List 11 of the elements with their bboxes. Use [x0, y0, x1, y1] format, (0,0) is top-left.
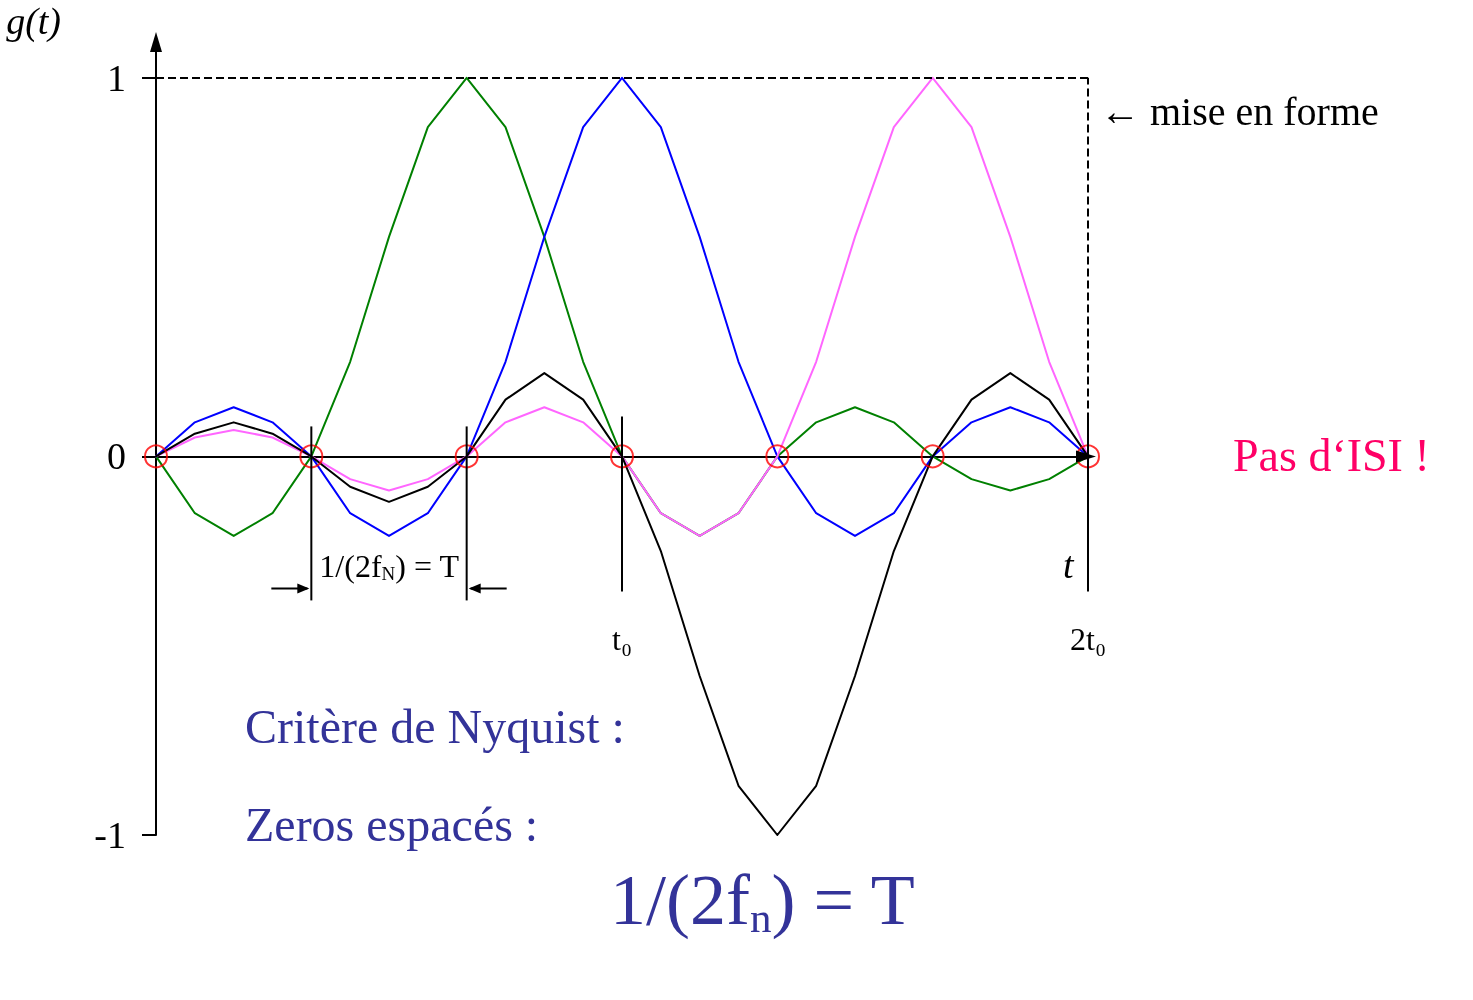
x-tick-label: t₀ — [611, 621, 633, 657]
annotation: Zeros espacés : — [245, 797, 539, 851]
ref-line-label: ← mise en forme — [1100, 89, 1379, 135]
text: Pas d‘ISI ! — [1233, 429, 1430, 481]
y-tick-label: -1 — [94, 814, 126, 856]
x-axis-title: t — [1063, 544, 1075, 587]
y-axis-title: g(t) — [6, 0, 61, 43]
x-tick-label: 2t₀ — [1069, 621, 1107, 657]
annotation: Critère de Nyquist : — [245, 699, 625, 753]
y-tick-label: 1 — [107, 56, 126, 99]
y-tick-label: 0 — [107, 435, 126, 478]
